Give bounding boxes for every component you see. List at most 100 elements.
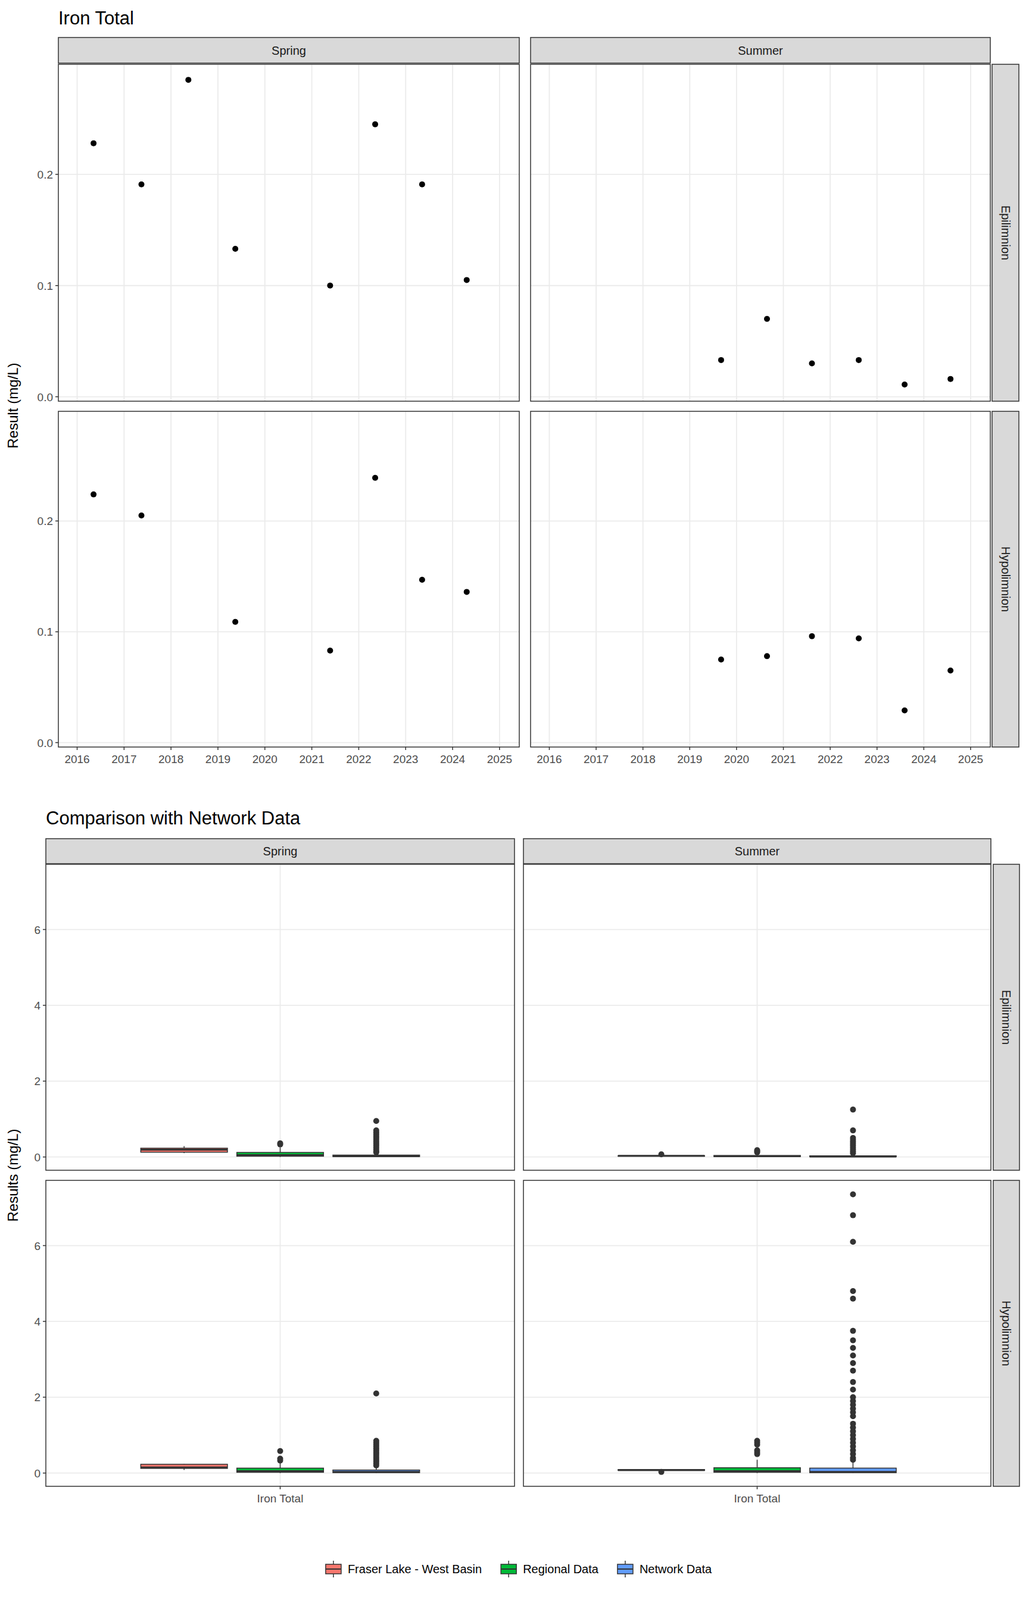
grid-line	[876, 64, 878, 402]
grid	[58, 411, 520, 748]
panel-border	[58, 64, 520, 402]
grid-line	[688, 411, 691, 748]
grid-line	[264, 64, 266, 402]
x-tick-label: 2016	[64, 753, 90, 766]
marks	[718, 633, 954, 714]
y-axis-title: Results (mg/L)	[4, 1129, 21, 1222]
panel-background	[45, 1180, 515, 1487]
outlier	[849, 1239, 856, 1246]
tick-mark	[55, 173, 59, 176]
panel-background	[523, 1180, 991, 1487]
x-tick-label: 2024	[440, 753, 466, 766]
grid-line	[279, 1180, 282, 1487]
x-tick-label: 2017	[583, 753, 609, 766]
grid-line	[499, 64, 501, 402]
panel-border	[58, 411, 520, 748]
grid	[530, 411, 991, 748]
point	[463, 276, 470, 283]
y-tick-label: 2	[33, 1391, 41, 1405]
x-tick-label: 2025	[487, 753, 513, 766]
grid-line	[311, 64, 313, 402]
point	[808, 633, 815, 640]
strip-label: Hypolimnion	[999, 546, 1013, 613]
outlier	[658, 1151, 665, 1158]
box-body	[809, 1468, 897, 1474]
y-tick-label: 6	[33, 924, 41, 937]
outlier	[754, 1438, 761, 1445]
median	[237, 1470, 324, 1473]
x-tick-label: 2023	[864, 753, 890, 766]
grid-line	[688, 64, 691, 402]
grid-line	[530, 742, 991, 744]
box	[618, 1151, 705, 1158]
chart-title: Iron Total	[58, 7, 134, 29]
panel-border	[523, 864, 991, 1171]
median	[332, 1471, 420, 1474]
whisker	[756, 1460, 759, 1468]
point	[326, 647, 333, 654]
grid-line	[530, 285, 991, 287]
grid-line	[451, 64, 454, 402]
legend-key	[617, 1569, 634, 1571]
strip	[993, 864, 1020, 1171]
grid-line	[923, 64, 925, 402]
x-tick-label: 2020	[252, 753, 278, 766]
outlier	[849, 1213, 856, 1219]
median	[140, 1467, 228, 1470]
panel-background	[58, 64, 520, 402]
y-axis-title: Result (mg/L)	[4, 362, 21, 449]
grid-line	[123, 64, 125, 402]
tick-mark	[55, 742, 59, 744]
grid-line	[642, 411, 644, 748]
outlier	[849, 1352, 856, 1359]
point	[90, 491, 97, 498]
outlier	[373, 1391, 380, 1398]
strip-label: Epilimnion	[999, 990, 1013, 1046]
x-tick-label: 2020	[724, 753, 750, 766]
grid-line	[530, 173, 991, 176]
box	[713, 1438, 801, 1474]
grid-line	[58, 631, 520, 634]
y-tick-label: 2	[33, 1075, 41, 1088]
grid-line	[829, 64, 831, 402]
grid-line	[451, 411, 454, 748]
grid	[58, 64, 520, 402]
grid-line	[549, 411, 551, 748]
tick-mark	[42, 1005, 46, 1007]
outlier	[849, 1368, 856, 1375]
grid-line	[123, 411, 125, 748]
box	[332, 1391, 420, 1474]
grid-line	[170, 64, 172, 402]
x-tick-label: 2025	[958, 753, 984, 766]
x-tick-label: 2018	[158, 753, 184, 766]
strip	[523, 839, 991, 865]
point	[855, 357, 862, 364]
box	[140, 1464, 228, 1471]
box	[809, 1107, 897, 1158]
outlier	[849, 1296, 856, 1303]
median	[140, 1149, 228, 1152]
tick-mark	[55, 521, 59, 523]
point	[372, 475, 379, 482]
marks	[90, 76, 470, 289]
grid-line	[58, 520, 520, 522]
grid-line	[499, 411, 501, 748]
panel-background	[530, 411, 991, 748]
panel-border	[530, 64, 991, 402]
tick-mark	[42, 1081, 46, 1083]
grid-line	[264, 411, 266, 748]
strip-label: Summer	[734, 844, 781, 859]
x-tick-label: 2021	[298, 753, 324, 766]
panel-border	[45, 864, 515, 1171]
strip	[58, 37, 520, 64]
marks	[90, 475, 470, 654]
outlier	[849, 1288, 856, 1295]
median	[809, 1471, 897, 1474]
marks	[140, 1118, 420, 1158]
chart-title: Comparison with Network Data	[45, 808, 301, 829]
box-body	[237, 1152, 324, 1157]
y-tick-label: 0	[33, 1467, 41, 1481]
x-tick-label: 2019	[205, 753, 231, 766]
legend-key	[500, 1569, 517, 1571]
marks	[140, 1391, 420, 1474]
